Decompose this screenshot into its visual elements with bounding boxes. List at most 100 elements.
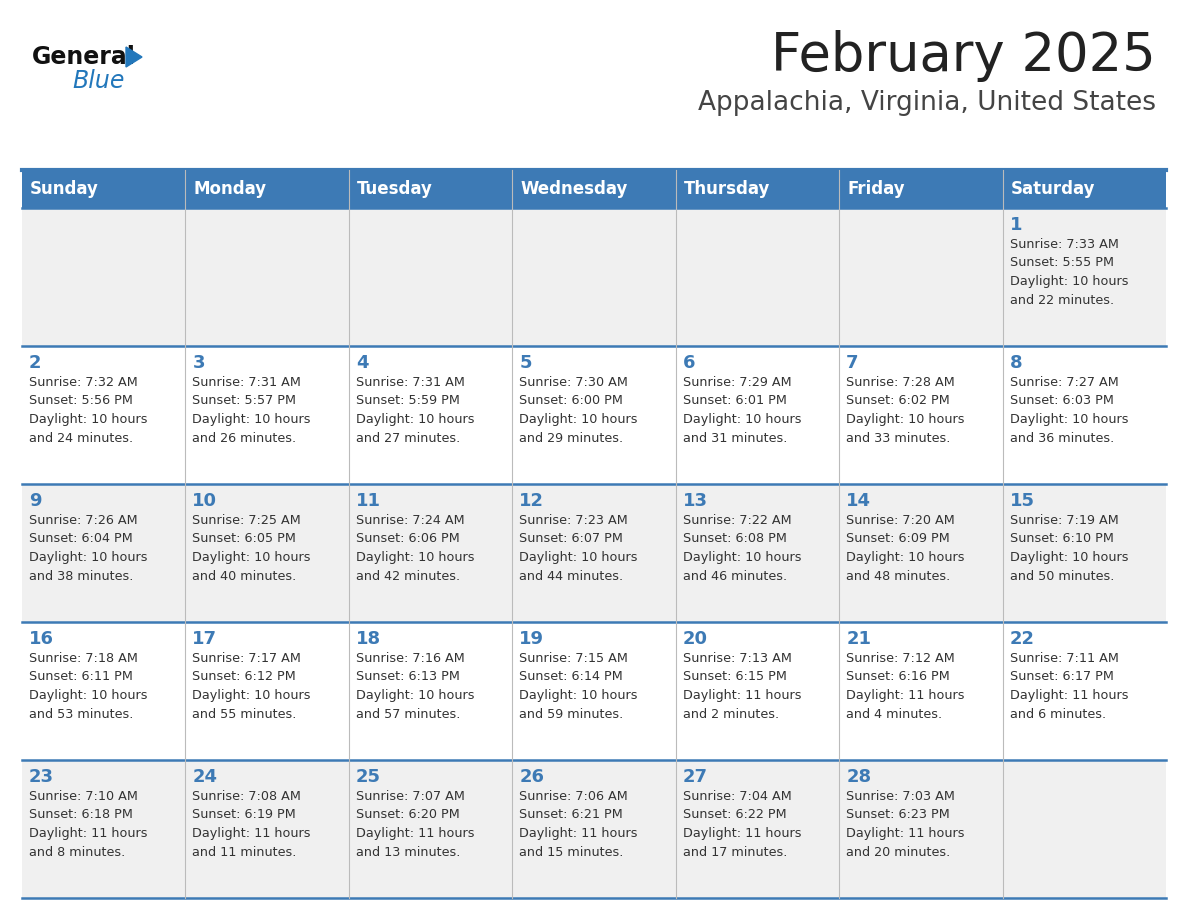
Text: Saturday: Saturday: [1011, 180, 1095, 198]
Text: Sunrise: 7:27 AM
Sunset: 6:03 PM
Daylight: 10 hours
and 36 minutes.: Sunrise: 7:27 AM Sunset: 6:03 PM Dayligh…: [1010, 376, 1129, 444]
Bar: [349, 622, 512, 760]
Text: 18: 18: [356, 630, 381, 648]
Text: Sunrise: 7:13 AM
Sunset: 6:15 PM
Daylight: 11 hours
and 2 minutes.: Sunrise: 7:13 AM Sunset: 6:15 PM Dayligh…: [683, 652, 801, 721]
Bar: [349, 484, 512, 622]
Bar: [512, 760, 676, 898]
Text: 27: 27: [683, 768, 708, 786]
Bar: [23, 346, 185, 484]
Text: 11: 11: [356, 492, 381, 510]
Bar: [185, 208, 349, 346]
Bar: [839, 170, 1003, 208]
Text: Sunrise: 7:10 AM
Sunset: 6:18 PM
Daylight: 11 hours
and 8 minutes.: Sunrise: 7:10 AM Sunset: 6:18 PM Dayligh…: [29, 790, 147, 858]
Bar: [839, 346, 1003, 484]
Text: 20: 20: [683, 630, 708, 648]
Bar: [23, 760, 185, 898]
Text: Sunrise: 7:30 AM
Sunset: 6:00 PM
Daylight: 10 hours
and 29 minutes.: Sunrise: 7:30 AM Sunset: 6:00 PM Dayligh…: [519, 376, 638, 444]
Text: Wednesday: Wednesday: [520, 180, 627, 198]
Bar: [512, 208, 676, 346]
Text: 24: 24: [192, 768, 217, 786]
Text: Monday: Monday: [194, 180, 266, 198]
Text: 26: 26: [519, 768, 544, 786]
Bar: [185, 484, 349, 622]
Text: Thursday: Thursday: [684, 180, 770, 198]
Bar: [349, 170, 512, 208]
Text: Appalachia, Virginia, United States: Appalachia, Virginia, United States: [699, 90, 1156, 116]
Text: General: General: [32, 45, 135, 69]
Text: Sunrise: 7:07 AM
Sunset: 6:20 PM
Daylight: 11 hours
and 13 minutes.: Sunrise: 7:07 AM Sunset: 6:20 PM Dayligh…: [356, 790, 474, 858]
Text: Sunrise: 7:04 AM
Sunset: 6:22 PM
Daylight: 11 hours
and 17 minutes.: Sunrise: 7:04 AM Sunset: 6:22 PM Dayligh…: [683, 790, 801, 858]
Text: Sunrise: 7:19 AM
Sunset: 6:10 PM
Daylight: 10 hours
and 50 minutes.: Sunrise: 7:19 AM Sunset: 6:10 PM Dayligh…: [1010, 514, 1129, 583]
Polygon shape: [126, 47, 143, 67]
Text: Sunrise: 7:31 AM
Sunset: 5:59 PM
Daylight: 10 hours
and 27 minutes.: Sunrise: 7:31 AM Sunset: 5:59 PM Dayligh…: [356, 376, 474, 444]
Bar: [185, 760, 349, 898]
Text: Sunrise: 7:32 AM
Sunset: 5:56 PM
Daylight: 10 hours
and 24 minutes.: Sunrise: 7:32 AM Sunset: 5:56 PM Dayligh…: [29, 376, 147, 444]
Text: 4: 4: [356, 354, 368, 372]
Text: 21: 21: [846, 630, 871, 648]
Text: Sunrise: 7:03 AM
Sunset: 6:23 PM
Daylight: 11 hours
and 20 minutes.: Sunrise: 7:03 AM Sunset: 6:23 PM Dayligh…: [846, 790, 965, 858]
Bar: [23, 622, 185, 760]
Text: Sunrise: 7:28 AM
Sunset: 6:02 PM
Daylight: 10 hours
and 33 minutes.: Sunrise: 7:28 AM Sunset: 6:02 PM Dayligh…: [846, 376, 965, 444]
Text: 9: 9: [29, 492, 42, 510]
Bar: [23, 484, 185, 622]
Text: Sunrise: 7:12 AM
Sunset: 6:16 PM
Daylight: 11 hours
and 4 minutes.: Sunrise: 7:12 AM Sunset: 6:16 PM Dayligh…: [846, 652, 965, 721]
Text: 22: 22: [1010, 630, 1035, 648]
Bar: [676, 622, 839, 760]
Text: Sunrise: 7:11 AM
Sunset: 6:17 PM
Daylight: 11 hours
and 6 minutes.: Sunrise: 7:11 AM Sunset: 6:17 PM Dayligh…: [1010, 652, 1129, 721]
Bar: [676, 760, 839, 898]
Text: 23: 23: [29, 768, 53, 786]
Bar: [512, 484, 676, 622]
Text: Sunrise: 7:20 AM
Sunset: 6:09 PM
Daylight: 10 hours
and 48 minutes.: Sunrise: 7:20 AM Sunset: 6:09 PM Dayligh…: [846, 514, 965, 583]
Text: February 2025: February 2025: [771, 30, 1156, 82]
Text: 6: 6: [683, 354, 695, 372]
Text: Sunrise: 7:22 AM
Sunset: 6:08 PM
Daylight: 10 hours
and 46 minutes.: Sunrise: 7:22 AM Sunset: 6:08 PM Dayligh…: [683, 514, 801, 583]
Text: 25: 25: [356, 768, 381, 786]
Text: 13: 13: [683, 492, 708, 510]
Bar: [185, 170, 349, 208]
Text: 2: 2: [29, 354, 42, 372]
Text: 15: 15: [1010, 492, 1035, 510]
Bar: [1003, 760, 1165, 898]
Text: Sunrise: 7:08 AM
Sunset: 6:19 PM
Daylight: 11 hours
and 11 minutes.: Sunrise: 7:08 AM Sunset: 6:19 PM Dayligh…: [192, 790, 311, 858]
Text: 14: 14: [846, 492, 871, 510]
Bar: [185, 622, 349, 760]
Bar: [839, 760, 1003, 898]
Text: Tuesday: Tuesday: [356, 180, 432, 198]
Text: Sunday: Sunday: [30, 180, 99, 198]
Bar: [349, 346, 512, 484]
Bar: [23, 208, 185, 346]
Bar: [839, 622, 1003, 760]
Text: Sunrise: 7:15 AM
Sunset: 6:14 PM
Daylight: 10 hours
and 59 minutes.: Sunrise: 7:15 AM Sunset: 6:14 PM Dayligh…: [519, 652, 638, 721]
Text: Sunrise: 7:31 AM
Sunset: 5:57 PM
Daylight: 10 hours
and 26 minutes.: Sunrise: 7:31 AM Sunset: 5:57 PM Dayligh…: [192, 376, 311, 444]
Bar: [1003, 622, 1165, 760]
Bar: [676, 170, 839, 208]
Bar: [1003, 208, 1165, 346]
Bar: [676, 208, 839, 346]
Bar: [23, 170, 185, 208]
Text: 16: 16: [29, 630, 53, 648]
Text: Friday: Friday: [847, 180, 905, 198]
Text: 10: 10: [192, 492, 217, 510]
Text: 5: 5: [519, 354, 532, 372]
Text: 8: 8: [1010, 354, 1022, 372]
Bar: [1003, 170, 1165, 208]
Text: 28: 28: [846, 768, 871, 786]
Text: 12: 12: [519, 492, 544, 510]
Text: Sunrise: 7:23 AM
Sunset: 6:07 PM
Daylight: 10 hours
and 44 minutes.: Sunrise: 7:23 AM Sunset: 6:07 PM Dayligh…: [519, 514, 638, 583]
Text: Sunrise: 7:33 AM
Sunset: 5:55 PM
Daylight: 10 hours
and 22 minutes.: Sunrise: 7:33 AM Sunset: 5:55 PM Dayligh…: [1010, 238, 1129, 307]
Bar: [676, 484, 839, 622]
Text: Blue: Blue: [72, 69, 125, 93]
Text: Sunrise: 7:06 AM
Sunset: 6:21 PM
Daylight: 11 hours
and 15 minutes.: Sunrise: 7:06 AM Sunset: 6:21 PM Dayligh…: [519, 790, 638, 858]
Text: Sunrise: 7:24 AM
Sunset: 6:06 PM
Daylight: 10 hours
and 42 minutes.: Sunrise: 7:24 AM Sunset: 6:06 PM Dayligh…: [356, 514, 474, 583]
Bar: [512, 170, 676, 208]
Bar: [1003, 346, 1165, 484]
Bar: [349, 760, 512, 898]
Bar: [839, 484, 1003, 622]
Text: Sunrise: 7:18 AM
Sunset: 6:11 PM
Daylight: 10 hours
and 53 minutes.: Sunrise: 7:18 AM Sunset: 6:11 PM Dayligh…: [29, 652, 147, 721]
Text: 3: 3: [192, 354, 204, 372]
Text: 1: 1: [1010, 216, 1022, 234]
Text: 17: 17: [192, 630, 217, 648]
Bar: [512, 622, 676, 760]
Text: Sunrise: 7:17 AM
Sunset: 6:12 PM
Daylight: 10 hours
and 55 minutes.: Sunrise: 7:17 AM Sunset: 6:12 PM Dayligh…: [192, 652, 311, 721]
Bar: [839, 208, 1003, 346]
Bar: [185, 346, 349, 484]
